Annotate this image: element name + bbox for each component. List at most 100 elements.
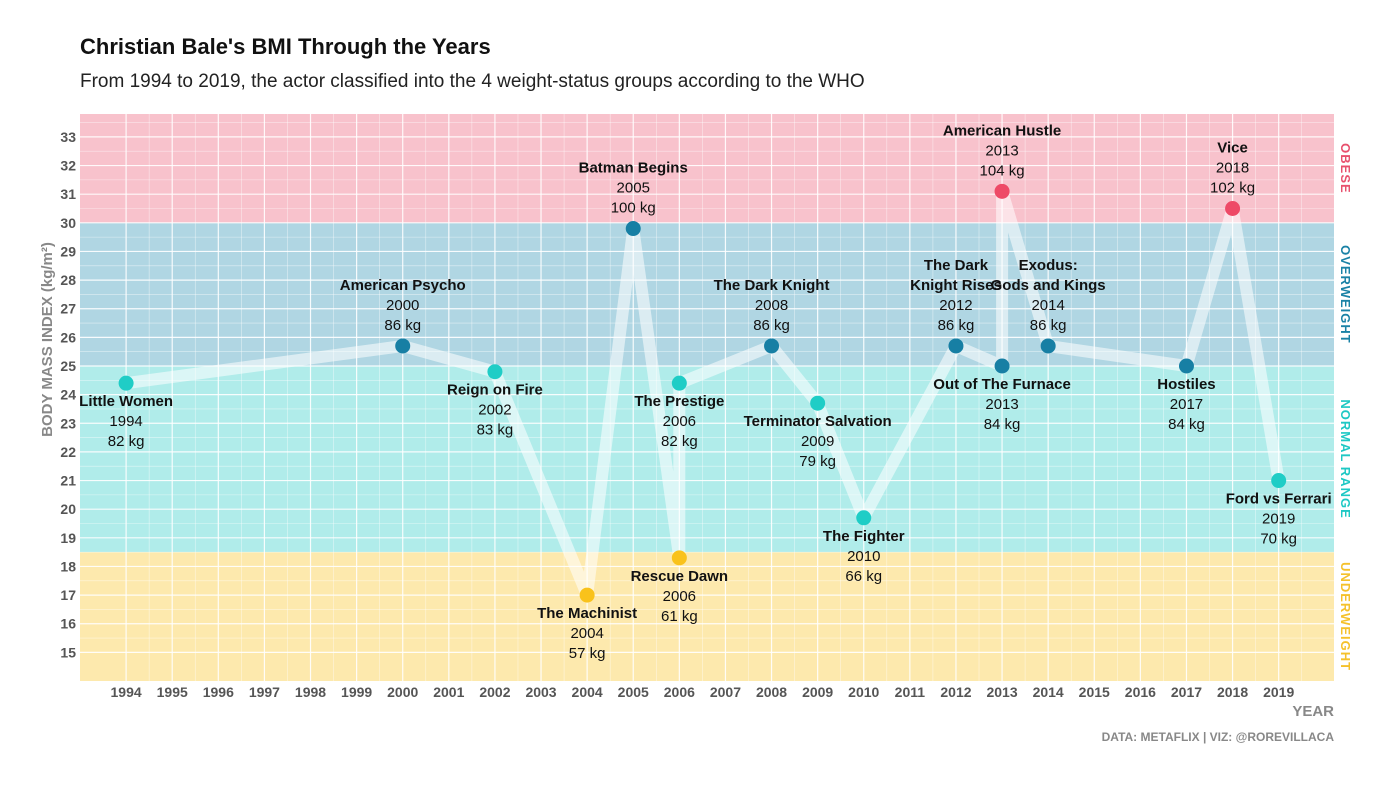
x-tick-label: 2006 <box>664 684 695 700</box>
y-tick-label: 19 <box>60 530 76 546</box>
data-point <box>1225 201 1241 216</box>
x-tick-label: 1994 <box>111 684 142 700</box>
zone-label-normal-range: NORMAL RANGE <box>1338 399 1353 518</box>
data-point <box>994 183 1010 199</box>
y-tick-label: 33 <box>60 129 76 145</box>
zone-band-normal-range <box>80 366 1334 553</box>
film-year-label: 2008 <box>755 297 788 314</box>
data-point <box>395 338 411 354</box>
film-title-label: Exodus: <box>1019 257 1078 274</box>
y-tick-label: 32 <box>60 158 76 174</box>
data-point <box>671 550 687 566</box>
film-year-label: 2014 <box>1031 297 1064 314</box>
film-title-label: Batman Begins <box>579 160 688 177</box>
film-title-label: The Dark <box>924 257 989 274</box>
x-tick-label: 2001 <box>433 684 464 700</box>
y-tick-label: 30 <box>60 215 76 231</box>
x-tick-label: 2012 <box>940 684 971 700</box>
y-tick-label: 18 <box>60 558 76 574</box>
x-tick-label: 2002 <box>479 684 510 700</box>
film-title-label: Reign on Fire <box>447 382 543 399</box>
film-weight-label: 79 kg <box>799 453 836 470</box>
zone-label-underweight: UNDERWEIGHT <box>1338 562 1353 671</box>
x-tick-label: 2005 <box>618 684 649 700</box>
x-tick-label: 1998 <box>295 684 326 700</box>
x-tick-label: 1997 <box>249 684 280 700</box>
film-title-label: American Psycho <box>340 277 466 294</box>
data-point <box>810 395 826 411</box>
film-title-label: Little Women <box>79 393 173 410</box>
film-labels: Little Women 1994 82 kg American Psycho 2000… <box>79 122 1331 662</box>
film-year-label: 2017 <box>1170 396 1203 413</box>
x-axis-title: YEAR <box>1292 703 1334 720</box>
data-point <box>948 338 964 354</box>
zone-label-obese: OBESE <box>1338 143 1353 194</box>
y-axis-title: BODY MASS INDEX (kg/m²) <box>39 242 56 437</box>
x-tick-label: 1995 <box>157 684 188 700</box>
film-weight-label: 86 kg <box>1030 317 1067 334</box>
film-weight-label: 82 kg <box>661 433 698 450</box>
x-tick-label: 2008 <box>756 684 787 700</box>
film-weight-label: 100 kg <box>611 200 656 217</box>
film-title-label: Out of The Furnace <box>933 376 1071 393</box>
data-point <box>1178 358 1194 374</box>
film-weight-label: 84 kg <box>1168 416 1205 433</box>
film-title-label: Terminator Salvation <box>744 413 892 430</box>
grid-lines <box>80 114 1334 681</box>
film-title-label: Knight Rises <box>910 277 1002 294</box>
data-point <box>764 338 780 354</box>
data-source-caption: DATA: METAFLIX | VIZ: @ROREVILLACA <box>1101 730 1334 744</box>
y-tick-label: 27 <box>60 301 76 317</box>
film-weight-label: 86 kg <box>384 317 421 334</box>
data-points <box>118 183 1287 603</box>
film-title-label: Hostiles <box>1157 376 1215 393</box>
x-tick-label: 2009 <box>802 684 833 700</box>
y-tick-label: 21 <box>60 473 76 489</box>
y-tick-label: 16 <box>60 616 76 632</box>
film-weight-label: 57 kg <box>569 645 606 662</box>
film-weight-label: 66 kg <box>845 568 882 585</box>
y-tick-label: 31 <box>60 186 76 202</box>
film-weight-label: 83 kg <box>477 422 514 439</box>
x-tick-label: 2019 <box>1263 684 1294 700</box>
y-tick-label: 26 <box>60 329 76 345</box>
film-weight-label: 84 kg <box>984 416 1021 433</box>
film-weight-label: 61 kg <box>661 608 698 625</box>
film-title-label: The Dark Knight <box>714 277 830 294</box>
film-year-label: 2006 <box>663 413 696 430</box>
x-tick-label: 2018 <box>1217 684 1248 700</box>
y-tick-label: 24 <box>60 387 76 403</box>
film-weight-label: 82 kg <box>108 433 145 450</box>
y-tick-label: 29 <box>60 243 76 259</box>
x-tick-label: 2013 <box>986 684 1017 700</box>
film-year-label: 2012 <box>939 297 972 314</box>
film-weight-label: 104 kg <box>980 162 1025 179</box>
x-tick-label: 2004 <box>572 684 603 700</box>
film-weight-label: 86 kg <box>753 317 790 334</box>
x-tick-label: 2015 <box>1079 684 1110 700</box>
film-title-label: Vice <box>1217 140 1248 157</box>
data-point <box>625 221 641 237</box>
zone-label-overweight: OVERWEIGHT <box>1338 245 1353 344</box>
y-tick-label: 20 <box>60 501 76 517</box>
y-tick-label: 25 <box>60 358 76 374</box>
film-year-label: 2004 <box>570 625 603 642</box>
film-weight-label: 70 kg <box>1260 531 1297 548</box>
data-point <box>994 358 1010 374</box>
axes: UNDERWEIGHT NORMAL RANGE OVERWEIGHT OBESE 19… <box>39 129 1353 720</box>
film-year-label: 2019 <box>1262 511 1295 528</box>
film-title-label: The Prestige <box>634 393 724 410</box>
film-weight-label: 102 kg <box>1210 180 1255 197</box>
chart-title: Christian Bale's BMI Through the Years <box>80 34 491 59</box>
x-tick-label: 2007 <box>710 684 741 700</box>
film-year-label: 2000 <box>386 297 419 314</box>
film-weight-label: 86 kg <box>938 317 975 334</box>
film-year-label: 2006 <box>663 588 696 605</box>
x-tick-label: 2011 <box>895 684 926 700</box>
data-point <box>118 375 134 391</box>
film-year-label: 1994 <box>109 413 142 430</box>
y-tick-label: 28 <box>60 272 76 288</box>
film-title-label: American Hustle <box>943 122 1061 139</box>
zone-band-obese <box>80 114 1334 223</box>
